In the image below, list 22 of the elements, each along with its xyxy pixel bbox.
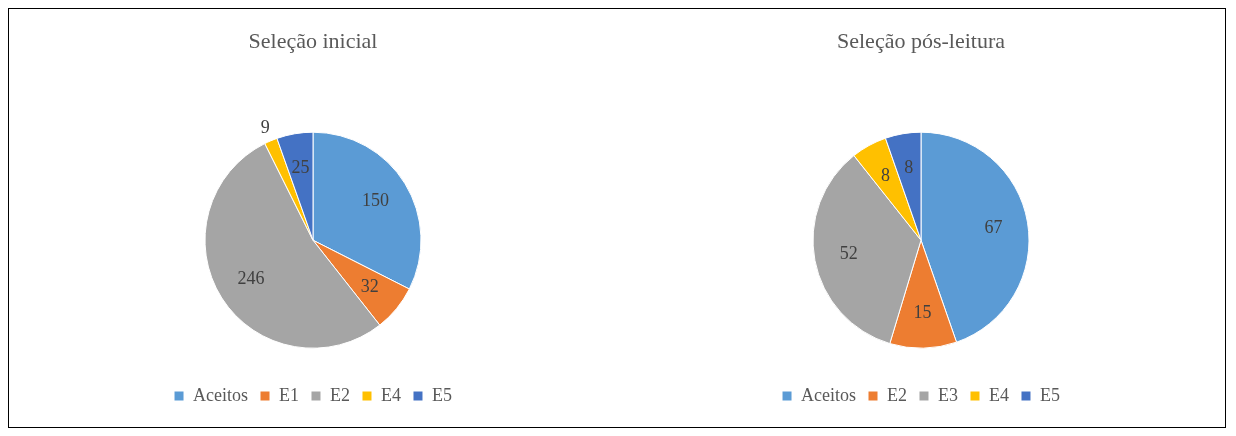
legend-label: Aceitos (801, 384, 856, 405)
legend-label: Aceitos (193, 384, 248, 405)
data-label: 52 (839, 242, 858, 263)
legend-label: E4 (380, 384, 401, 405)
legend-label: E1 (279, 384, 299, 405)
data-label: 15 (913, 302, 932, 323)
legend-label: E4 (988, 384, 1009, 405)
data-label: 67 (984, 216, 1003, 237)
data-label: 246 (237, 268, 265, 289)
data-label: 9 (260, 116, 270, 137)
legend-label: E5 (1039, 384, 1060, 405)
data-label: 8 (904, 156, 914, 177)
data-label: 150 (362, 190, 390, 211)
chart-title: Seleção inicial (248, 27, 378, 53)
legend-label: E2 (330, 384, 350, 405)
legend-label: E5 (431, 384, 452, 405)
legend-label: E2 (887, 384, 907, 405)
data-label: 8 (881, 164, 891, 185)
legend-label: E3 (938, 384, 958, 405)
data-label: 25 (291, 156, 310, 177)
data-label: 32 (360, 275, 379, 296)
chart-title: Seleção pós-leitura (837, 27, 1006, 53)
